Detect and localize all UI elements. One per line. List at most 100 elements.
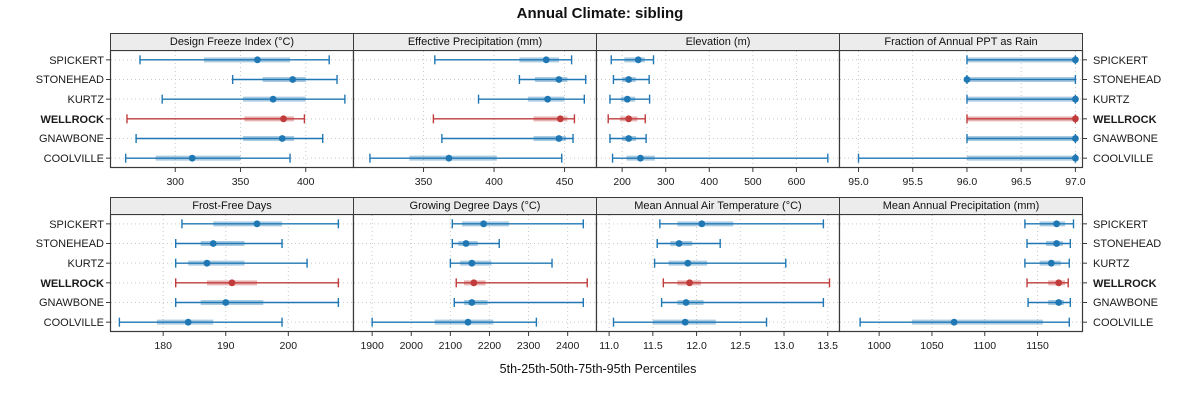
station-label: COOLVILLE	[43, 153, 104, 166]
station-label: WELLROCK	[1093, 113, 1157, 126]
median-dot	[1047, 259, 1055, 267]
station-label: GNAWBONE	[1093, 133, 1158, 146]
axis-tick-label: 95.5	[903, 176, 924, 188]
median-dot	[681, 318, 689, 326]
median-dot	[289, 76, 297, 83]
percentile-row-gnawbone	[441, 134, 574, 143]
percentile-row-coolville	[857, 153, 1079, 163]
percentile-row-wellrock	[432, 114, 576, 124]
axis-tick-label: 2000	[400, 340, 424, 352]
panel-strip: Frost-Free Days	[110, 197, 354, 215]
median-dot	[1053, 240, 1060, 247]
median-dot	[468, 299, 476, 306]
percentile-row-coolville	[369, 153, 563, 163]
station-labels-right-top: SPICKERT STONEHEAD KURTZ WELLROCK GNAWBO…	[1093, 51, 1199, 169]
station-label: KURTZ	[1093, 258, 1130, 271]
median-dot	[682, 299, 690, 306]
panel-plot-effective-precipitation: 350 400 450	[352, 49, 598, 188]
axis-tick-label: 400	[701, 176, 719, 188]
median-dot	[445, 154, 453, 162]
station-labels-left-top: SPICKERT STONEHEAD KURTZ WELLROCK GNAWBO…	[0, 51, 104, 169]
panel-plot-frost-free-days: 180 190 200	[106, 213, 355, 352]
median-dot	[1053, 220, 1060, 228]
median-dot	[684, 259, 692, 267]
percentile-row-coolville	[124, 153, 291, 163]
percentile-row-stonehead	[963, 75, 1077, 84]
median-dot	[269, 95, 277, 103]
panels-top: Design Freeze Index (°C) 300 350 400 Effec…	[106, 33, 1087, 194]
station-label: SPICKERT	[49, 218, 104, 231]
percentile-row-wellrock	[966, 114, 1079, 124]
percentile-row-kurtz	[653, 258, 787, 268]
percentile-row-spickert	[451, 219, 585, 229]
percentile-row-kurtz	[609, 94, 651, 104]
percentile-row-gnawbone	[660, 298, 825, 307]
station-label: GNAWBONE	[39, 297, 104, 310]
panel-plot-elevation: 200 300 400 500 600	[595, 49, 841, 188]
median-dot	[1072, 154, 1079, 162]
axis-tick-label: 2100	[439, 340, 463, 352]
median-dot	[203, 259, 211, 267]
median-dot	[1072, 56, 1079, 64]
station-label: WELLROCK	[40, 277, 104, 290]
percentile-row-wellrock	[662, 278, 831, 288]
axis-tick-label: 500	[744, 176, 762, 188]
axis-tick-label: 350	[232, 176, 250, 188]
median-dot	[963, 76, 971, 83]
axis-tick-label: 12.5	[730, 340, 751, 352]
median-dot	[228, 279, 236, 287]
median-dot	[686, 279, 693, 287]
percentile-row-stonehead	[612, 75, 650, 84]
axis-tick-label: 1000	[867, 340, 891, 352]
panel-effective-precipitation: Effective Precipitation (mm) 350 400 450	[352, 33, 598, 194]
station-label: STONEHEAD	[35, 74, 104, 87]
axis-tick-label: 12.0	[686, 340, 707, 352]
axis-tick-label: 200	[280, 340, 298, 352]
axis-tick-label: 95.0	[848, 176, 869, 188]
station-label: KURTZ	[67, 258, 104, 271]
panel-strip: Mean Annual Precipitation (mm)	[839, 197, 1083, 215]
station-label: WELLROCK	[1093, 277, 1157, 290]
percentile-row-stonehead	[231, 75, 338, 84]
panel-design-freeze-index: Design Freeze Index (°C) 300 350 400	[106, 33, 355, 194]
percentile-row-spickert	[966, 55, 1079, 65]
x-axis-label: 5th-25th-50th-75th-95th Percentiles	[499, 362, 697, 376]
station-label: STONEHEAD	[1093, 238, 1162, 251]
percentile-row-kurtz	[477, 94, 586, 104]
median-dot	[555, 135, 563, 142]
percentile-row-stonehead	[174, 239, 283, 248]
median-dot	[480, 220, 488, 228]
median-dot	[464, 318, 472, 326]
percentile-row-coolville	[118, 317, 283, 327]
percentile-row-spickert	[139, 55, 330, 65]
panel-plot-design-freeze-index: 300 350 400	[106, 49, 355, 188]
median-dot	[462, 240, 470, 247]
station-labels-right-bottom: SPICKERT STONEHEAD KURTZ WELLROCK GNAWBO…	[1093, 215, 1199, 333]
axis-tick-label: 190	[217, 340, 235, 352]
axis-tick-label: 1050	[920, 340, 944, 352]
percentile-row-gnawbone	[135, 134, 324, 143]
panel-strip: Growing Degree Days (°C)	[353, 197, 597, 215]
median-dot	[254, 56, 261, 64]
panel-row-bottom: SPICKERT STONEHEAD KURTZ WELLROCK GNAWBO…	[0, 197, 1200, 361]
panels-bottom: Frost-Free Days 180 190 200 Growing Degree…	[106, 197, 1087, 358]
axis-tick-label: 1100	[973, 340, 996, 352]
percentile-row-coolville	[859, 317, 1070, 327]
axis-tick-label: 400	[297, 176, 315, 188]
axis-tick-label: 2400	[556, 340, 580, 352]
median-dot	[542, 56, 550, 64]
percentile-row-wellrock	[174, 278, 340, 288]
panel-fraction-ppt-rain: Fraction of Annual PPT as Rain 95.0 95.5 9…	[838, 33, 1087, 194]
median-dot	[950, 318, 958, 326]
percentile-row-wellrock	[126, 114, 306, 124]
percentile-row-wellrock	[607, 114, 646, 124]
station-label: SPICKERT	[1093, 218, 1148, 231]
median-dot	[625, 135, 633, 142]
percentile-row-spickert	[434, 55, 573, 65]
median-dot	[468, 259, 476, 267]
station-label: GNAWBONE	[1093, 297, 1158, 310]
axis-tick-label: 300	[657, 176, 675, 188]
axis-tick-label: 300	[166, 176, 184, 188]
percentile-row-wellrock	[455, 278, 588, 288]
percentile-row-kurtz	[449, 258, 553, 268]
